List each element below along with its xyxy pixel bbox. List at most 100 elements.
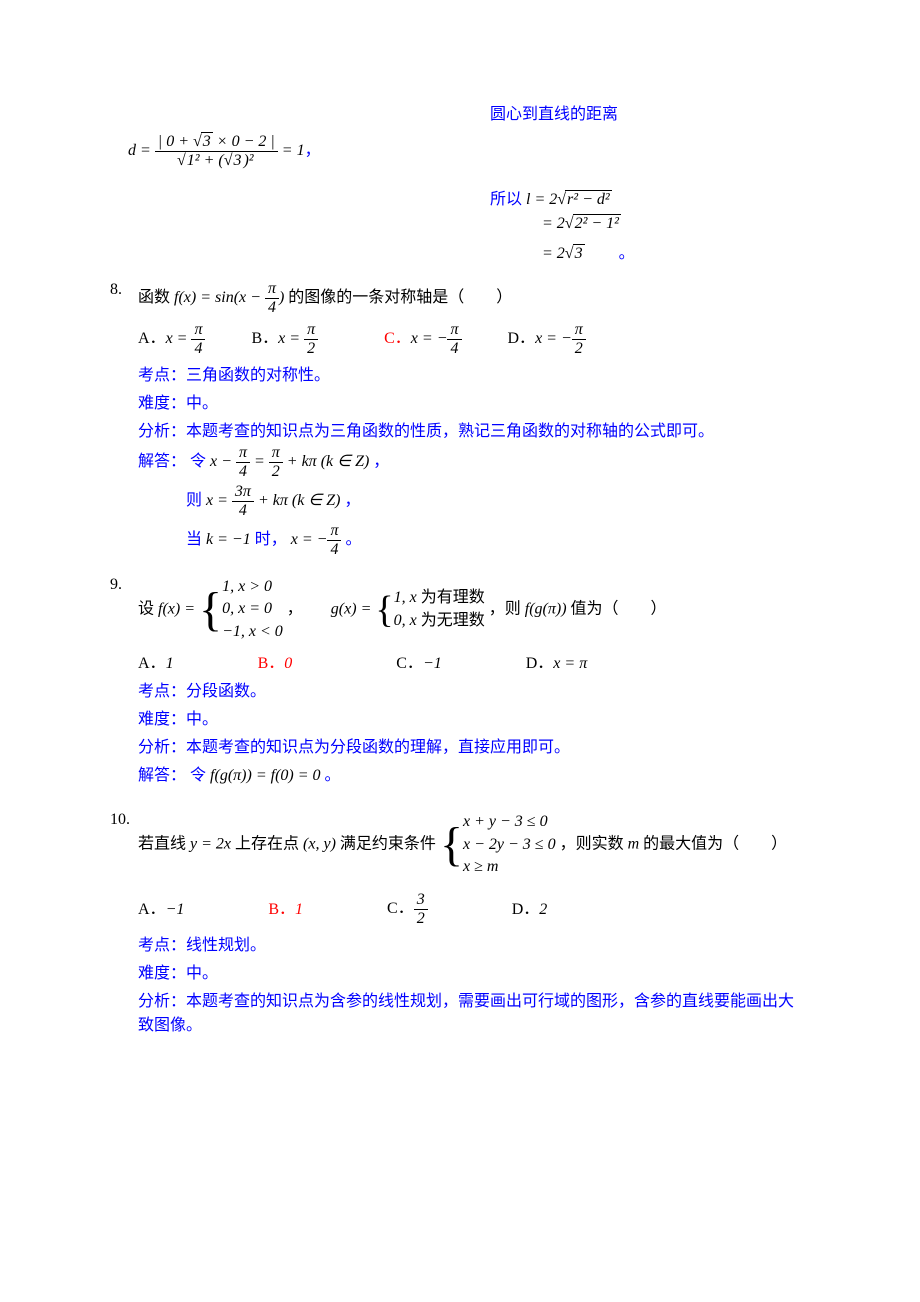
q8-jd1-eq: x − π4 = π2 + kπ (k ∈ Z) <box>210 453 369 470</box>
q10-kd-label: 考点： <box>138 937 186 954</box>
q9-nd-text: 中。 <box>186 711 218 728</box>
q10-mid2: 满足约束条件 <box>340 835 440 852</box>
q9-optC-val: −1 <box>423 655 442 672</box>
q8-jd2-pre: 则 <box>186 492 206 509</box>
q8-jd3-k: k = −1 <box>206 531 251 548</box>
q9-g2: 0, x 为无理数 <box>394 610 485 632</box>
q10-mid1: 上存在点 <box>235 835 303 852</box>
q8-optD-label: D． <box>508 330 536 347</box>
q9-fx-label: 分析： <box>138 739 186 756</box>
q10-fx-text: 本题考查的知识点为含参的线性规划，需要画出可行域的图形，含参的直线要能画出大致图… <box>138 993 794 1034</box>
q10-c2: x − 2y − 3 ≤ 0 <box>463 834 556 856</box>
q8-jd1-post: ， <box>373 453 389 470</box>
q8-kd: 考点：三角函数的对称性。 <box>138 361 810 385</box>
q9-jd-post: 。 <box>325 767 341 784</box>
q8-fn: f(x) = sin(x − π4) <box>174 289 284 306</box>
q8-jd1: 解答： 令 x − π4 = π2 + kπ (k ∈ Z) ， <box>138 445 810 480</box>
q9-opts: A．1 B．0 C．−1 D．x = π <box>138 649 810 673</box>
q8-jd2: 则 x = 3π4 + kπ (k ∈ Z) ， <box>186 484 810 519</box>
q9-f-piece: { 1, x > 0 0, x = 0 −1, x < 0 <box>199 576 283 643</box>
q10-optC-label: C． <box>387 901 414 918</box>
q10-optD-label: D． <box>512 901 540 918</box>
q9-g-piece: { 1, x 为有理数 0, x 为无理数 <box>375 587 484 632</box>
q10-optB-val: 1 <box>295 901 303 918</box>
q9-f2: 0, x = 0 <box>222 598 283 620</box>
q8-jd1-pre: 令 <box>190 453 210 470</box>
q8-jd3-eq: x = −π4 <box>291 531 342 548</box>
q10-optA: A．−1 <box>138 895 184 919</box>
q8-opts: A．x = π4 B．x = π2 C．x = −π4 D．x = −π2 <box>138 322 810 357</box>
q10-nd: 难度：中。 <box>138 959 810 983</box>
q9-sufpost: 值为（ ） <box>571 600 667 617</box>
q10-optB: B．1 <box>268 895 303 919</box>
q10-m: m <box>628 835 640 852</box>
q10-opts: A．−1 B．1 C．32 D．2 <box>138 892 810 927</box>
q8-stem-suf: 的图像的一条对称轴是（ ） <box>288 289 512 306</box>
q9-sufpre: ，则 <box>489 600 525 617</box>
q10-pre: 若直线 <box>138 835 190 852</box>
d-formula: d = | 0 + √3 × 0 − 2 | √1² + (√3)² = 1， <box>128 134 810 169</box>
distance-label: 圆心到直线的距离 <box>490 100 810 124</box>
q9-nd-label: 难度： <box>138 711 186 728</box>
d-den: √1² + (√3)² <box>155 152 278 169</box>
q9-g-lhs: g(x) = <box>331 600 376 617</box>
l-line3: = 2√3 <box>542 245 585 262</box>
d-lhs: d = <box>128 142 151 159</box>
q10-optD: D．2 <box>512 895 548 919</box>
q10-optB-label: B． <box>268 901 295 918</box>
q9-jd-pre: 令 <box>190 767 210 784</box>
q10-fx-label: 分析： <box>138 993 186 1010</box>
q9-body: 设 f(x) = { 1, x > 0 0, x = 0 −1, x < 0 ，… <box>138 576 810 785</box>
q10-kd: 考点：线性规划。 <box>138 931 810 955</box>
q9-optB-label: B． <box>258 655 285 672</box>
q10-optC: C．32 <box>387 892 428 927</box>
q9-f1: 1, x > 0 <box>222 576 283 598</box>
q9-g1: 1, x 为有理数 <box>394 587 485 609</box>
q10-optA-label: A． <box>138 901 166 918</box>
q9-fgpi: f(g(π)) <box>525 600 567 617</box>
q9-nd: 难度：中。 <box>138 705 810 729</box>
q9-optD-val: x = π <box>553 655 587 672</box>
q8-stem: 函数 f(x) = sin(x − π4) 的图像的一条对称轴是（ ） <box>138 281 810 316</box>
q9-optA-val: 1 <box>166 655 174 672</box>
q8: 8. 函数 f(x) = sin(x − π4) 的图像的一条对称轴是（ ） A… <box>110 281 810 558</box>
q10-line: y = 2x <box>190 835 231 852</box>
q9-optB: B．0 <box>258 649 293 673</box>
q8-nd-label: 难度： <box>138 395 186 412</box>
q9-optB-val: 0 <box>284 655 292 672</box>
q8-kd-label: 考点： <box>138 367 186 384</box>
q8-jd-label: 解答： <box>138 453 186 470</box>
q9-optC: C．−1 <box>396 649 441 673</box>
l-block: 所以 l = 2√r² − d² = 2√2² − 1² = 2√3 。 <box>490 185 810 263</box>
q9-optC-label: C． <box>396 655 423 672</box>
q8-fx: 分析：本题考查的知识点为三角函数的性质，熟记三角函数的对称轴的公式即可。 <box>138 417 810 441</box>
q8-nd-text: 中。 <box>186 395 218 412</box>
q9-stem-pre: 设 <box>138 600 158 617</box>
q8-nd: 难度：中。 <box>138 389 810 413</box>
q8-stem-pre: 函数 <box>138 289 174 306</box>
q9-optA-label: A． <box>138 655 166 672</box>
q8-optB-label: B． <box>251 330 278 347</box>
q8-jd2-eq: x = 3π4 + kπ (k ∈ Z) <box>206 492 340 509</box>
q10-stem: 若直线 y = 2x 上存在点 (x, y) 满足约束条件 { x + y − … <box>138 811 810 878</box>
l-line3-row: = 2√3 。 <box>542 239 810 263</box>
q9-kd-text: 分段函数。 <box>186 683 266 700</box>
q8-jd3: 当 k = −1 时， x = −π4 。 <box>186 523 810 558</box>
q10-point: (x, y) <box>303 835 336 852</box>
so-label: 所以 <box>490 191 522 208</box>
q10: 10. 若直线 y = 2x 上存在点 (x, y) 满足约束条件 { x + … <box>110 811 810 983</box>
q9-kd: 考点：分段函数。 <box>138 677 810 701</box>
q9-optD: D．x = π <box>526 649 587 673</box>
q9-jd-eq: f(g(π)) = f(0) = 0 <box>210 767 320 784</box>
q8-fx-text: 本题考查的知识点为三角函数的性质，熟记三角函数的对称轴的公式即可。 <box>186 423 714 440</box>
q8-kd-text: 三角函数的对称性。 <box>186 367 330 384</box>
q9-f-lhs: f(x) = <box>158 600 199 617</box>
q10-postpre: ，则实数 <box>560 835 628 852</box>
q10-kd-text: 线性规划。 <box>186 937 266 954</box>
q8-optC-label: C． <box>384 330 411 347</box>
d-comma: ， <box>305 142 321 159</box>
q8-optA-label: A． <box>138 330 166 347</box>
q9-sep1: ， <box>287 600 303 617</box>
q9: 9. 设 f(x) = { 1, x > 0 0, x = 0 −1, x < … <box>110 576 810 785</box>
q8-num: 8. <box>110 281 138 299</box>
